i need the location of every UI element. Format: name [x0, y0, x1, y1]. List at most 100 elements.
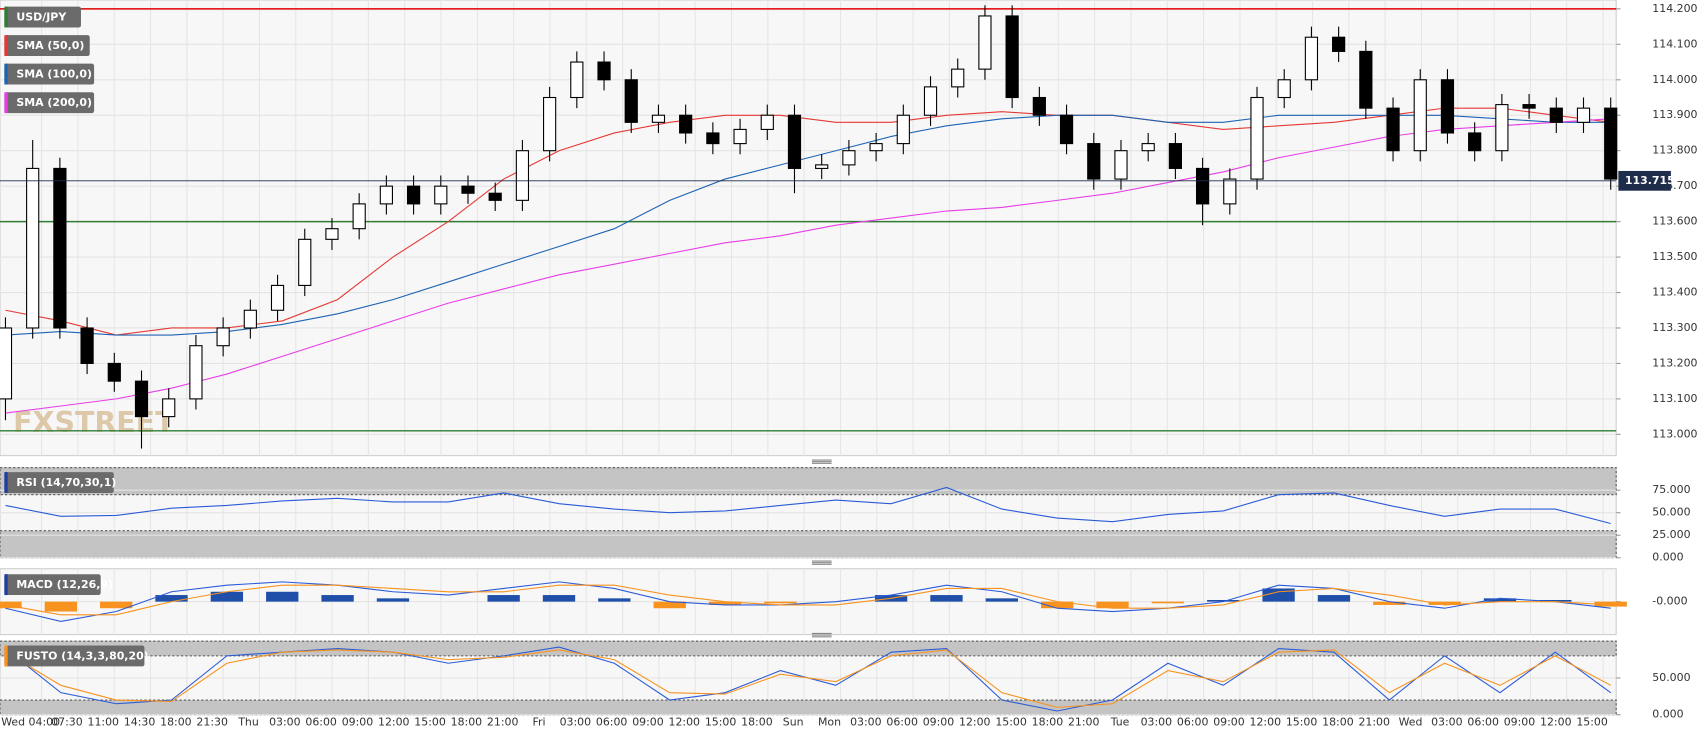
candle-body	[1495, 104, 1509, 152]
legend-label: MACD (12,26,9)	[16, 578, 113, 591]
candle-body	[1195, 167, 1210, 205]
candle-body	[1005, 15, 1019, 99]
x-tick-label: 03:00	[269, 715, 301, 728]
x-tick-label: 21:00	[1358, 715, 1390, 728]
legend-label: FUSTO (14,3,3,80,20)	[16, 650, 148, 663]
candle-body	[1386, 107, 1400, 152]
x-tick-label: Thu	[237, 715, 259, 728]
histogram-bar	[100, 601, 133, 609]
y-tick-label: 114.200	[1652, 2, 1697, 15]
histogram-bar	[1317, 595, 1351, 602]
y-tick-label: 113.900	[1652, 108, 1697, 121]
candle-body	[951, 68, 965, 88]
x-tick-label: 12:00	[378, 715, 410, 728]
histogram-bar	[1207, 599, 1240, 602]
histogram-bar	[598, 598, 631, 602]
candle-body	[298, 238, 312, 286]
candle-body	[923, 86, 938, 116]
candle-body	[1576, 107, 1591, 123]
candle-body	[978, 15, 992, 70]
candle-body	[1468, 132, 1482, 152]
candle-body	[1604, 107, 1618, 180]
candle-body	[488, 192, 502, 201]
legend-label: USD/JPY	[16, 11, 67, 24]
indicator-line	[5, 649, 1611, 708]
candle-body	[570, 61, 584, 99]
x-tick-label: 03:00	[560, 715, 592, 728]
watermark: FXSTREET	[13, 406, 175, 439]
x-tick-label: 03:00	[1141, 715, 1173, 728]
candle-body	[1549, 107, 1563, 123]
legend-label: SMA (50,0)	[16, 39, 84, 52]
candle-body	[243, 309, 257, 329]
zone	[0, 699, 1617, 716]
candle-body	[162, 398, 176, 418]
candle-body	[1032, 96, 1046, 116]
candle-body	[760, 114, 774, 130]
x-tick-label: 18:00	[451, 715, 483, 728]
y-tick-label: 113.300	[1652, 321, 1697, 334]
indicator-line	[5, 486, 1611, 525]
candle-body	[1168, 143, 1182, 169]
histogram-bar	[1151, 601, 1185, 604]
histogram-bar	[210, 591, 244, 602]
x-tick-label: 12:00	[1540, 715, 1572, 728]
y-tick-label: 114.100	[1652, 37, 1697, 50]
candle-body	[352, 203, 366, 230]
candle-body	[107, 362, 121, 382]
histogram-bar	[708, 601, 742, 605]
macd-line	[5, 581, 1611, 622]
x-tick-label: 09:00	[342, 715, 374, 728]
histogram-bar	[985, 598, 1018, 602]
candle-body	[189, 345, 203, 400]
candle-body	[80, 327, 94, 364]
sma-line	[5, 107, 1611, 336]
x-tick-label: 09:00	[632, 715, 664, 728]
y-tick-label: -0.000	[1652, 595, 1687, 608]
x-tick-label: 09:00	[1504, 715, 1536, 728]
x-tick-label: 06:00	[596, 715, 628, 728]
x-tick-label: Wed	[1399, 715, 1423, 728]
x-tick-label: 06:00	[1177, 715, 1209, 728]
y-tick-label: 114.000	[1652, 73, 1697, 86]
y-tick-label: 50.000	[1652, 506, 1690, 519]
candle-body	[0, 327, 13, 400]
legend-label: RSI (14,70,30,1)	[16, 476, 116, 489]
x-tick-label: 18:00	[160, 715, 192, 728]
histogram-bar	[542, 595, 576, 602]
candle-body	[406, 185, 421, 205]
histogram-bar	[1096, 601, 1129, 609]
x-tick-label: 09:00	[923, 715, 955, 728]
y-tick-label: 25.000	[1652, 528, 1690, 541]
candle-body	[651, 114, 666, 123]
candle-body	[1304, 36, 1319, 81]
x-tick-label: 15:00	[705, 715, 737, 728]
legend-label: SMA (100,0)	[16, 68, 92, 81]
x-tick-label: 15:00	[995, 715, 1027, 728]
y-tick-label: 0.000	[1652, 708, 1683, 721]
legend-box	[4, 645, 145, 667]
y-tick-label: 113.500	[1652, 250, 1697, 263]
candle-body	[1440, 79, 1455, 134]
legend-swatch	[4, 472, 8, 493]
last-price-label: 113.715	[1625, 174, 1675, 187]
candle-body	[134, 380, 149, 418]
x-tick-label: 06:00	[1467, 715, 1499, 728]
candle-body	[597, 61, 611, 81]
x-tick-label: 03:00	[850, 715, 882, 728]
legend-label: SMA (200,0)	[16, 96, 92, 109]
candle-body	[869, 143, 883, 152]
x-tick-label: 12:00	[669, 715, 701, 728]
x-tick-label: Tue	[1110, 715, 1130, 728]
x-tick-label: Fri	[533, 715, 546, 728]
histogram-bar	[1539, 599, 1572, 602]
x-tick-label: 09:00	[1213, 715, 1245, 728]
x-tick-label: 15:00	[1286, 715, 1318, 728]
histogram-bar	[1262, 588, 1295, 602]
legend-swatch	[4, 35, 8, 56]
legend-box	[4, 472, 114, 493]
candle-body	[706, 132, 720, 145]
histogram-bar	[764, 601, 797, 604]
histogram-bar	[266, 591, 299, 602]
